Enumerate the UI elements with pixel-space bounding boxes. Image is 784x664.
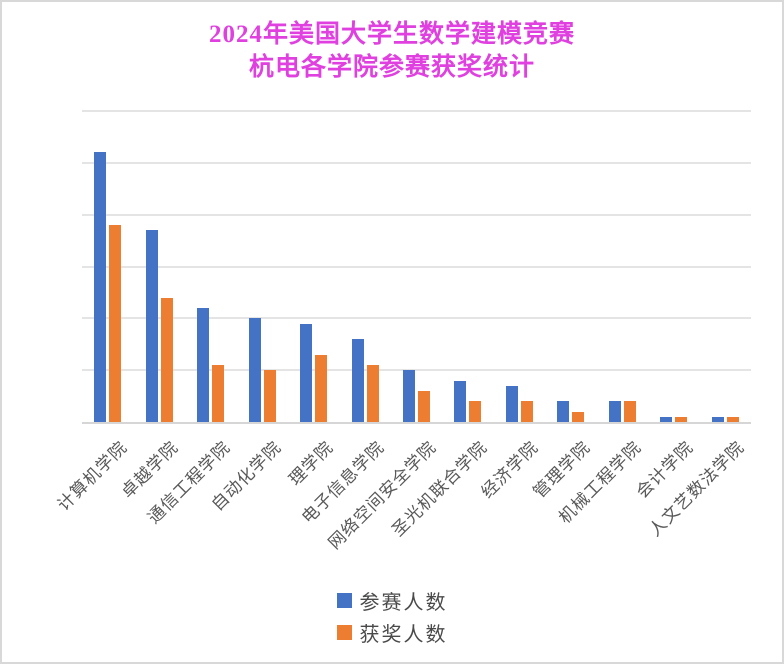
- bar-参赛人数-圣光机联合学院: [454, 380, 467, 422]
- bar-参赛人数-自动化学院: [248, 318, 261, 422]
- bar-参赛人数-计算机学院: [94, 152, 107, 422]
- legend: 参赛人数 获奖人数: [2, 586, 782, 647]
- bar-获奖人数-卓越学院: [160, 297, 173, 422]
- gridline: [82, 213, 751, 216]
- bar-获奖人数-圣光机联合学院: [469, 401, 482, 422]
- bar-参赛人数-经济学院: [505, 385, 518, 422]
- legend-item-获奖人数: 获奖人数: [336, 618, 448, 647]
- bar-获奖人数-通信工程学院: [212, 364, 225, 422]
- bar-参赛人数-机械工程学院: [608, 401, 621, 422]
- chart-title-line2: 杭电各学院参赛获奖统计: [248, 54, 535, 81]
- bar-参赛人数-卓越学院: [145, 230, 158, 422]
- bar-获奖人数-人文艺数法学院: [726, 416, 739, 422]
- bar-获奖人数-理学院: [315, 354, 328, 422]
- chart-title: 2024年美国大学生数学建模竞赛 杭电各学院参赛获奖统计: [2, 18, 782, 84]
- bar-获奖人数-网络空间安全学院: [418, 390, 430, 422]
- bar-获奖人数-经济学院: [520, 401, 533, 422]
- bar-参赛人数-人文艺数法学院: [711, 416, 724, 422]
- legend-swatch-icon: [336, 625, 352, 640]
- gridline: [82, 317, 751, 320]
- gridline: [82, 110, 751, 112]
- bar-参赛人数-会计学院: [660, 416, 673, 422]
- chart-title-line1: 2024年美国大学生数学建模竞赛: [208, 21, 575, 48]
- legend-swatch-icon: [336, 593, 352, 608]
- legend-item-参赛人数: 参赛人数: [336, 586, 448, 615]
- bar-获奖人数-自动化学院: [263, 370, 276, 422]
- bar-参赛人数-通信工程学院: [197, 307, 210, 422]
- legend-label: 获奖人数: [359, 624, 448, 646]
- bar-获奖人数-管理学院: [572, 411, 585, 422]
- bar-参赛人数-网络空间安全学院: [403, 370, 415, 422]
- gridline: [82, 161, 751, 164]
- bar-参赛人数-电子信息学院: [351, 339, 364, 422]
- legend-label: 参赛人数: [359, 592, 448, 614]
- bar-参赛人数-管理学院: [557, 401, 570, 422]
- gridline: [82, 265, 751, 268]
- bar-获奖人数-电子信息学院: [366, 364, 379, 422]
- bar-获奖人数-计算机学院: [109, 225, 122, 422]
- bar-参赛人数-理学院: [300, 323, 313, 422]
- bar-获奖人数-会计学院: [675, 416, 688, 422]
- plot-area: [82, 110, 751, 424]
- bar-获奖人数-机械工程学院: [623, 401, 636, 422]
- gridline: [82, 369, 751, 372]
